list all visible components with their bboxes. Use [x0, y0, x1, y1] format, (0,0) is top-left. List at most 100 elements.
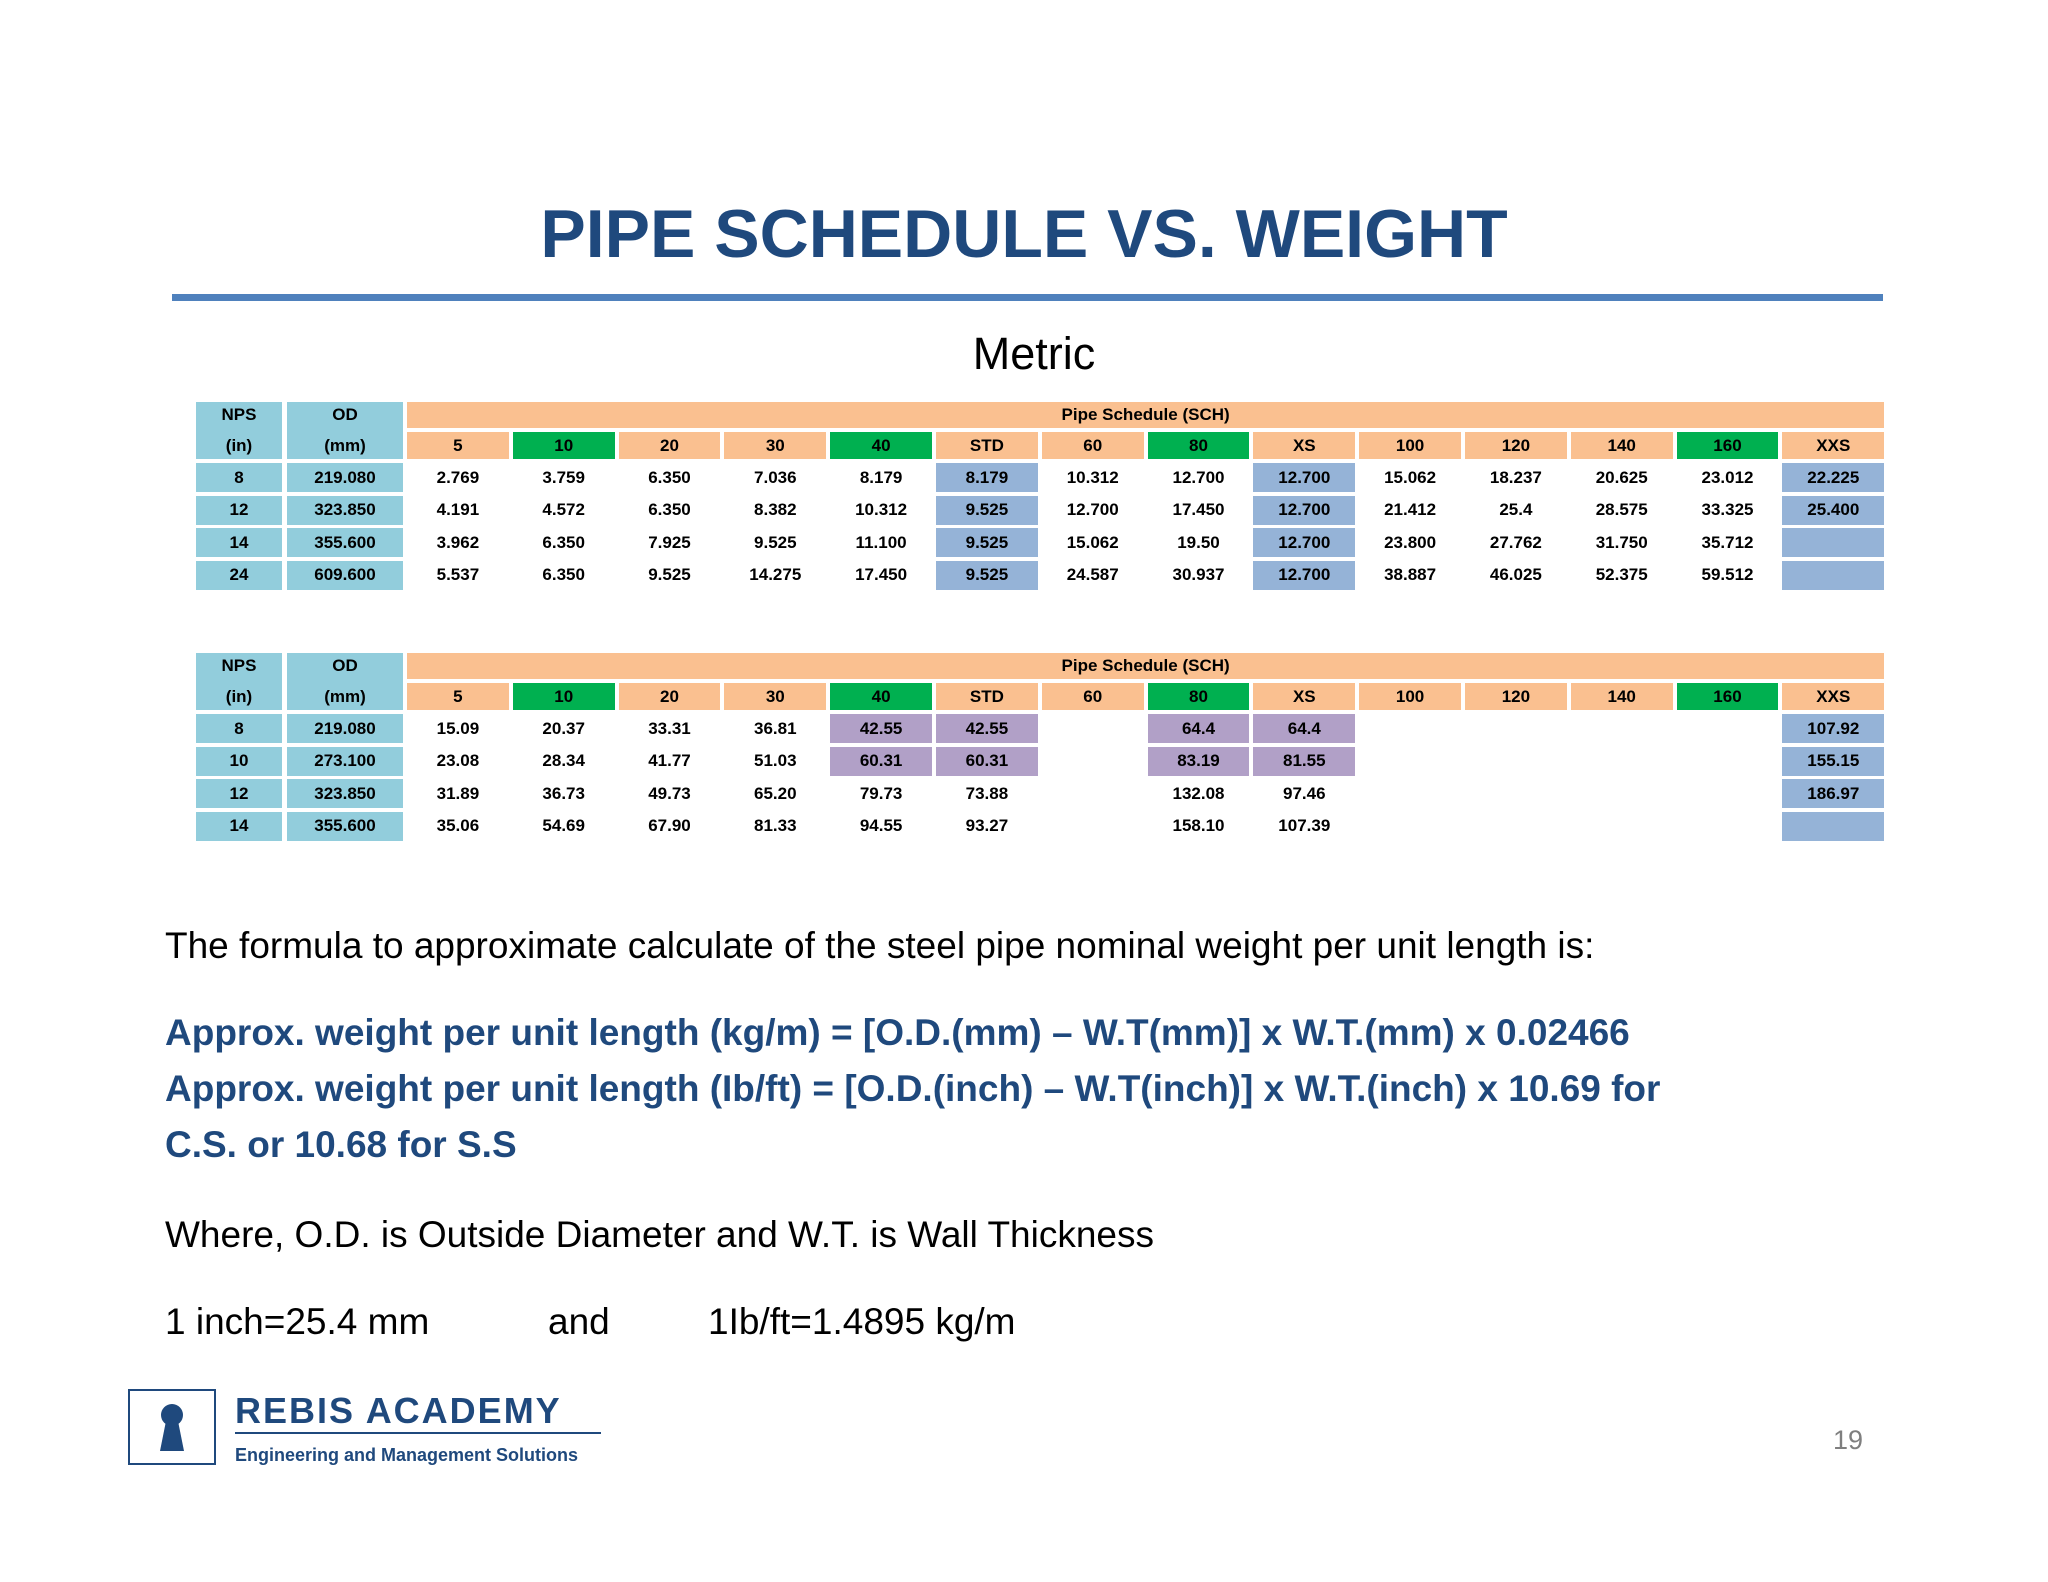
nps-cell: 24: [196, 560, 282, 590]
data-cell: 46.025: [1489, 565, 1542, 584]
data-cell: 15.062: [1384, 467, 1437, 487]
data-cell: 11.100: [855, 532, 907, 552]
nps-cell: 12: [196, 779, 282, 808]
data-cell: [1571, 779, 1673, 808]
data-cell: [1042, 747, 1144, 776]
nps-cell: 14: [196, 528, 282, 557]
logo-name: REBIS ACADEMY: [235, 1390, 562, 1431]
data-cell: 28.575: [1595, 500, 1648, 519]
data-cell: 60.31: [830, 746, 932, 776]
schedule-header: STD: [936, 432, 1038, 459]
data-cell: [1042, 779, 1144, 808]
subtitle: Metric: [972, 328, 1096, 379]
od-cell: 219.080: [287, 463, 403, 492]
data-cell: 27.762: [1489, 532, 1542, 552]
data-cell: 3.962: [436, 532, 480, 552]
data-cell: 6.350: [542, 565, 585, 584]
data-cell: 36.81: [754, 718, 797, 738]
data-cell: 41.77: [648, 751, 691, 770]
data-cell: 94.55: [859, 816, 903, 835]
schedule-header: 10: [512, 432, 615, 459]
header-unit: (in): [225, 687, 253, 706]
nps-cell: 14: [196, 811, 282, 841]
data-cell: 6.350: [648, 467, 691, 487]
nps-cell: 10: [196, 746, 282, 776]
data-cell: [1677, 747, 1779, 776]
data-cell: 12.700: [1253, 463, 1356, 492]
od-cell: 323.850: [287, 779, 403, 808]
schedule-header: 40: [830, 432, 932, 459]
conversion: 1Ib/ft=1.4895 kg/m: [708, 1301, 1016, 1342]
data-cell: 23.08: [436, 751, 480, 770]
schedule-header: XXS: [1782, 432, 1885, 459]
page-number: 19: [1833, 1425, 1864, 1455]
data-cell: [1571, 747, 1673, 776]
data-cell: 28.34: [542, 751, 585, 770]
schedule-header: 140: [1570, 683, 1673, 710]
data-cell: [1042, 714, 1144, 743]
data-cell: 6.350: [542, 532, 585, 552]
data-cell: [1359, 779, 1461, 808]
data-cell: 31.89: [436, 783, 480, 803]
data-cell: 19.50: [1177, 532, 1220, 552]
data-cell: 30.937: [1172, 565, 1225, 584]
schedule-header: 100: [1359, 432, 1461, 459]
data-cell: 33.31: [648, 718, 691, 738]
data-cell: 36.73: [542, 783, 585, 803]
schedule-header: XXS: [1782, 683, 1885, 710]
data-cell: 22.225: [1782, 463, 1885, 492]
nps-cell: 12: [196, 495, 282, 525]
header-text: NPS: [221, 656, 257, 675]
data-cell: 51.03: [754, 751, 797, 770]
schedule-header: 60: [1041, 432, 1144, 459]
schedule-header: 20: [618, 432, 721, 459]
data-cell: 10.312: [855, 500, 908, 519]
data-cell: 17.450: [1172, 500, 1225, 519]
data-cell: 35.712: [1701, 532, 1754, 552]
data-cell: 12.700: [1172, 467, 1225, 487]
schedule-header: 30: [724, 432, 827, 459]
data-cell: 25.4: [1499, 500, 1533, 519]
data-cell: 83.19: [1147, 746, 1250, 776]
data-cell: [1359, 714, 1461, 743]
data-cell: 31.750: [1595, 532, 1648, 552]
logo-tagline: Engineering and Management Solutions: [235, 1445, 579, 1465]
od-cell: 355.600: [287, 811, 403, 841]
data-cell: 158.10: [1172, 816, 1225, 835]
schedule-header: 120: [1465, 683, 1567, 710]
data-cell: 60.31: [936, 746, 1038, 776]
data-cell: 20.625: [1595, 467, 1648, 487]
data-cell: 23.012: [1701, 467, 1754, 487]
logo-rule: [235, 1432, 601, 1434]
data-cell: [1359, 747, 1461, 776]
nps-cell: 8: [196, 714, 282, 743]
data-cell: 5.537: [436, 565, 480, 584]
data-cell: 17.450: [855, 565, 908, 584]
data-cell: [1782, 528, 1885, 557]
data-cell: [1465, 779, 1567, 808]
data-cell: 10.312: [1066, 467, 1119, 487]
data-cell: [1359, 812, 1461, 841]
nps-cell: 8: [196, 463, 282, 492]
data-cell: 97.46: [1283, 783, 1326, 803]
data-cell: [1571, 812, 1673, 841]
data-cell: [1042, 812, 1144, 841]
nps-header: NPS (in): [196, 653, 282, 710]
data-cell: 12.700: [1066, 500, 1119, 519]
group-header: Pipe Schedule (SCH): [407, 653, 1885, 679]
schedule-header: XS: [1253, 683, 1356, 710]
schedule-header: XS: [1253, 432, 1356, 459]
schedule-header: 30: [724, 683, 827, 710]
schedule-header: 80: [1147, 432, 1250, 459]
conversion: 1 inch=25.4 mm: [165, 1301, 430, 1342]
schedule-header: 80: [1147, 683, 1250, 710]
data-cell: 81.33: [754, 816, 797, 835]
data-cell: 8.382: [754, 500, 797, 519]
data-cell: [1677, 812, 1779, 841]
data-cell: 12.700: [1253, 560, 1356, 590]
data-cell: 52.375: [1595, 565, 1648, 584]
od-header: OD (mm): [287, 653, 403, 710]
data-cell: 25.400: [1782, 495, 1885, 525]
data-cell: 12.700: [1253, 528, 1356, 557]
data-cell: 38.887: [1384, 565, 1437, 584]
